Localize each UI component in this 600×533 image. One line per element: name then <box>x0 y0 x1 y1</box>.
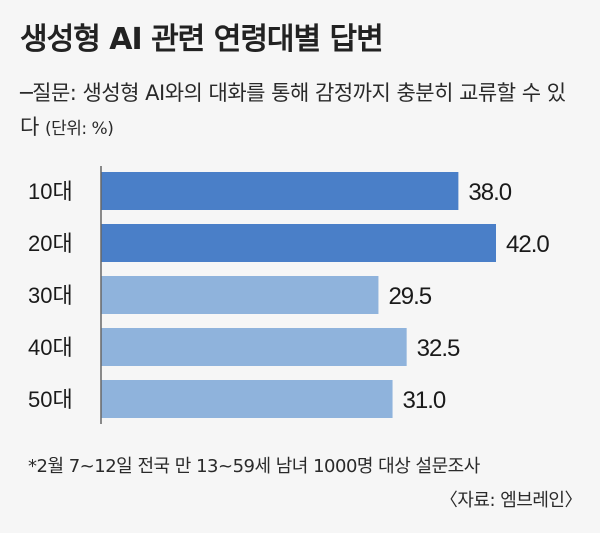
source-credit: 〈자료: 엠브레인〉 <box>439 490 583 511</box>
bar-20대 <box>101 224 496 262</box>
question-text: ─질문: 생성형 AI와의 대화를 통해 감정까지 충분히 교류할 수 있다 <box>20 81 566 139</box>
category-label: 20대 <box>28 231 73 256</box>
bar-40대 <box>101 328 407 366</box>
value-label: 29.5 <box>388 283 431 310</box>
value-label: 31.0 <box>403 387 446 414</box>
survey-question: ─질문: 생성형 AI와의 대화를 통해 감정까지 충분히 교류할 수 있다 (… <box>20 76 580 146</box>
value-label: 32.5 <box>417 335 460 362</box>
value-label: 38.0 <box>468 179 511 206</box>
value-label: 42.0 <box>506 231 549 258</box>
unit-label: (단위: %) <box>45 119 114 139</box>
category-label: 50대 <box>28 387 73 412</box>
bar-10대 <box>101 172 459 210</box>
bar-50대 <box>101 380 393 418</box>
chart-title: 생성형 AI 관련 연령대별 답변 <box>20 22 384 57</box>
category-label: 40대 <box>28 335 73 360</box>
category-label: 10대 <box>28 179 73 204</box>
footnote: *2월 7~12일 전국 만 13~59세 남녀 1000명 대상 설문조사 <box>28 456 480 477</box>
category-label: 30대 <box>28 283 73 308</box>
bar-30대 <box>101 276 379 314</box>
